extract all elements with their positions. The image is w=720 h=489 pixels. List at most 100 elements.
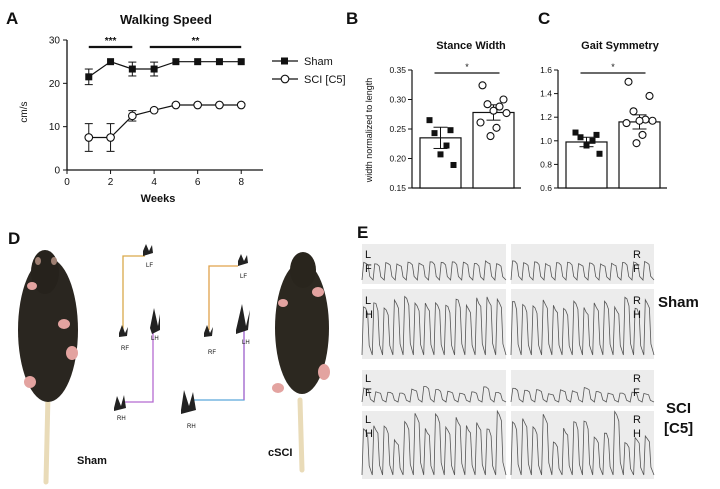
sci-paw-print-rf <box>204 325 213 337</box>
trace-sham-rh-h: H <box>633 309 641 321</box>
chart-c-point-sham <box>593 131 600 138</box>
chart-b-ytick-label: 0.20 <box>389 154 406 164</box>
chart-a-xtick-label: 2 <box>108 177 114 188</box>
trace-sham-lh-l: L <box>365 295 371 307</box>
trace-sci-lh-h: H <box>365 428 373 440</box>
chart-a-significance-label: ** <box>192 36 200 47</box>
panel-d: D LF RF LH RH <box>8 229 330 485</box>
chart-c-point-sham <box>589 137 596 144</box>
sham-paw-print-lh <box>150 308 160 334</box>
chart-b-point-sci <box>489 106 498 115</box>
sham-ear-left <box>35 257 41 265</box>
panel-letter-e: E <box>357 223 368 242</box>
chart-a-xtick-label: 8 <box>238 177 244 188</box>
chart-c-ytick-label: 1.4 <box>540 89 552 99</box>
legend-sci-marker <box>280 74 290 84</box>
chart-c-point-sham <box>572 129 579 136</box>
sham-mouse-illustration <box>18 250 78 485</box>
trace-line-sci-lh-right <box>510 410 655 476</box>
trace-sci-rh-h: H <box>633 428 641 440</box>
chart-c-ytick-label: 1.0 <box>540 136 552 146</box>
chart-a-point-sham <box>194 58 202 66</box>
chart-a-point-sham <box>150 65 158 73</box>
chart-b-point-sci <box>483 100 492 109</box>
chart-b-ytick-label: 0.25 <box>389 124 406 134</box>
panel-b: B Stance Width width normalized to lengt… <box>346 9 521 193</box>
chart-a-point-sci <box>193 100 203 110</box>
sci-lh-label: LH <box>242 340 250 346</box>
chart-a-point-sham <box>107 58 115 66</box>
trace-line-sham-lh-right <box>510 296 655 356</box>
chart-b-point-sham <box>447 127 454 134</box>
chart-b-point-sci <box>502 109 511 118</box>
chart-b-point-sci <box>495 102 504 111</box>
trace-line-sham-lh-left <box>361 295 507 356</box>
chart-b-point-sham <box>431 130 438 137</box>
chart-c-point-sci <box>645 91 654 101</box>
trace-sci-lf-f: F <box>365 387 372 399</box>
panel-letter-b: B <box>346 9 358 28</box>
sham-step-lh-rh <box>122 320 154 403</box>
sci-tail <box>297 397 305 473</box>
trace-line-sham-lf-right <box>510 260 655 281</box>
chart-b-point-sham <box>450 161 457 168</box>
chart-a-point-sham <box>215 58 223 66</box>
sci-paw-lh <box>318 364 330 380</box>
chart-c-ytick-label: 1.6 <box>540 65 552 75</box>
trace-sham-lf-f: F <box>365 263 372 275</box>
chart-b-ytick-label: 0.35 <box>389 65 406 75</box>
chart-a-line-sham <box>88 61 242 78</box>
chart-b-significance-label: * <box>465 62 469 72</box>
sci-mouse-illustration <box>272 252 330 473</box>
trace-sci-rh-r: R <box>633 414 641 426</box>
chart-c-bar-sham <box>565 141 608 189</box>
sci-paw-rh <box>272 383 284 393</box>
sci-lf-label: LF <box>240 274 247 280</box>
chart-c-point-sci <box>648 116 657 125</box>
chart-c-point-sci <box>624 77 633 86</box>
chart-b-ylabel: width normalized to length <box>364 78 374 184</box>
chart-b-point-sci <box>492 123 501 132</box>
sham-paw-lh <box>24 376 36 388</box>
chart-a-legend: Sham SCI [C5] <box>272 56 346 86</box>
chart-b-plot: 0.15 0.20 0.25 0.30 0.35 * <box>389 62 521 193</box>
trace-sci-rf-f: F <box>633 387 640 399</box>
sham-ear-right <box>51 257 57 265</box>
trace-line-sham-lf-left <box>361 260 507 281</box>
group-label-sci-line2: [C5] <box>664 420 693 437</box>
chart-a-xlabel: Weeks <box>141 193 176 205</box>
trace-sci-rf-r: R <box>633 373 641 385</box>
chart-b-point-sham <box>437 151 444 158</box>
chart-a-significance-label: *** <box>105 36 117 47</box>
sham-rh-label: RH <box>117 416 126 422</box>
chart-a-point-sci <box>171 100 181 110</box>
sham-paw-print-rf <box>119 325 128 337</box>
sci-step-diagram: LF RF LH RH <box>181 254 250 430</box>
trace-line-sci-lh-left <box>361 409 507 476</box>
sham-lh-label: LH <box>151 336 159 342</box>
sham-step-diagram: LF RF LH RH <box>114 244 160 422</box>
panel-letter-d: D <box>8 229 20 248</box>
trace-sham-lf-l: L <box>365 249 371 261</box>
chart-c-point-sci <box>635 116 644 125</box>
chart-c-title: Gait Symmetry <box>581 40 660 52</box>
trace-panel-sham-lf-right <box>511 244 654 284</box>
trace-sham-rf-r: R <box>633 249 641 261</box>
legend-sham-label: Sham <box>304 56 333 68</box>
chart-c-plot: 0.6 0.8 1.0 1.2 1.4 1.6 * <box>540 62 667 193</box>
chart-a-point-sci <box>127 111 137 121</box>
panel-c: C Gait Symmetry 0.6 0.8 1.0 1.2 1.4 1.6 * <box>538 9 667 193</box>
chart-b-point-sham <box>426 117 433 124</box>
chart-a-ytick-label: 20 <box>49 79 61 90</box>
sham-body <box>18 258 78 402</box>
chart-a-point-sham <box>85 73 93 81</box>
chart-b-point-sham <box>443 142 450 149</box>
chart-a-point-sci <box>149 105 159 115</box>
group-label-sci-line1: SCI <box>666 400 691 417</box>
sci-paw-lf <box>312 287 324 297</box>
chart-a-title: Walking Speed <box>120 12 212 27</box>
panel-letter-c: C <box>538 9 550 28</box>
panel-letter-a: A <box>6 9 18 28</box>
panel-e: E L F R F L H R H L F R F L H R H Sham S… <box>357 223 699 479</box>
